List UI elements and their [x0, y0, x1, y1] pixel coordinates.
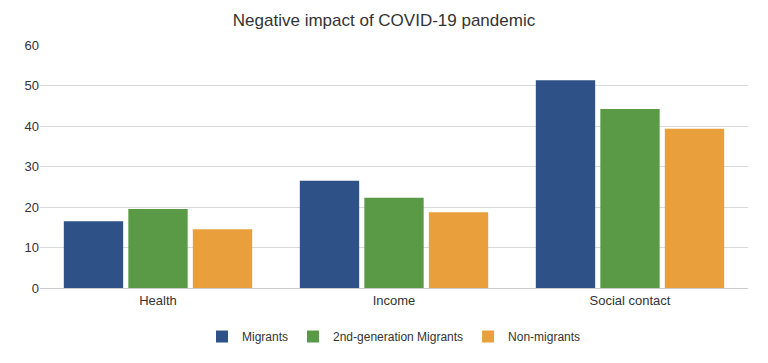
svg-text:Migrants: Migrants	[242, 330, 288, 344]
svg-text:10: 10	[25, 240, 39, 255]
svg-text:40: 40	[25, 119, 39, 134]
svg-text:Negative impact of COVID-19 pa: Negative impact of COVID-19 pandemic	[233, 11, 536, 30]
svg-text:50: 50	[25, 78, 39, 93]
svg-text:Social contact: Social contact	[590, 293, 671, 308]
svg-text:Non-migrants: Non-migrants	[508, 330, 580, 344]
svg-text:Income: Income	[373, 293, 416, 308]
svg-text:60: 60	[25, 38, 39, 53]
svg-text:Health: Health	[139, 293, 177, 308]
svg-text:30: 30	[25, 159, 39, 174]
svg-text:0: 0	[32, 281, 39, 296]
svg-text:20: 20	[25, 200, 39, 215]
svg-text:2nd-generation Migrants: 2nd-generation Migrants	[333, 330, 463, 344]
